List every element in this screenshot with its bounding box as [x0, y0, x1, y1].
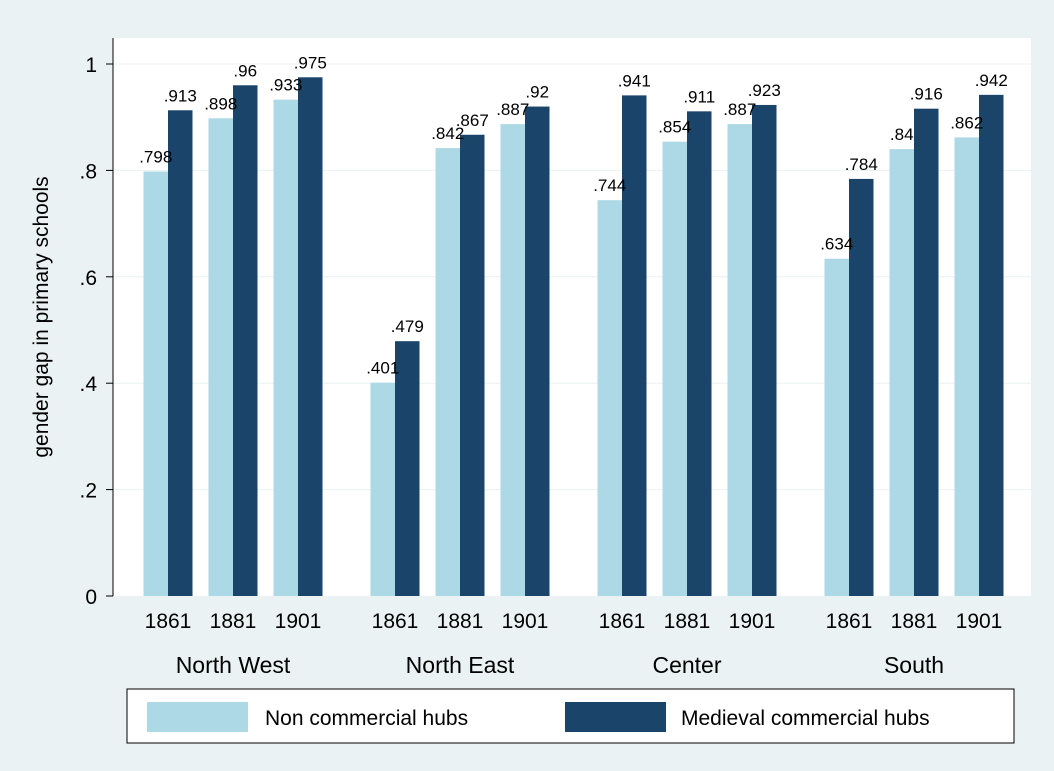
data-label: .867 [456, 111, 489, 130]
bar [979, 94, 1004, 596]
bar [622, 95, 647, 596]
bar [954, 137, 979, 596]
data-label: .479 [391, 317, 424, 336]
bar [824, 258, 849, 596]
x-tick-label: 1881 [210, 610, 257, 633]
group-label: North East [406, 652, 515, 678]
y-tick-label: .6 [79, 267, 97, 290]
data-label: .96 [233, 61, 257, 80]
x-tick-label: 1901 [729, 610, 776, 633]
bar [233, 85, 258, 596]
data-label: .634 [820, 235, 853, 254]
data-label: .913 [164, 86, 197, 105]
data-label: .401 [366, 359, 399, 378]
data-label: .923 [748, 81, 781, 100]
plot-area [113, 38, 1031, 596]
bar [914, 108, 939, 597]
bar [143, 171, 168, 597]
bar [662, 141, 687, 596]
x-tick-label: 1901 [956, 610, 1003, 633]
data-label: .744 [593, 176, 626, 195]
data-label: .842 [431, 124, 464, 143]
group-label: South [884, 652, 944, 678]
bar [208, 118, 233, 596]
data-label: .942 [975, 71, 1008, 90]
data-label: .854 [658, 118, 691, 137]
data-label: .92 [525, 83, 549, 102]
legend-swatch [147, 702, 248, 732]
x-tick-label: 1861 [145, 610, 192, 633]
data-label: .887 [723, 100, 756, 119]
bar [687, 111, 712, 597]
data-label: .975 [294, 53, 327, 72]
bar [889, 149, 914, 596]
y-tick-label: .2 [79, 480, 97, 503]
bar [370, 382, 395, 596]
bar [273, 99, 298, 597]
x-tick-label: 1901 [502, 610, 549, 633]
x-tick-label: 1861 [599, 610, 646, 633]
group-label: North West [176, 652, 291, 678]
data-label: .911 [683, 87, 715, 106]
legend-label: Non commercial hubs [265, 707, 468, 730]
legend-swatch [565, 702, 666, 732]
bar [597, 200, 622, 596]
bar [298, 77, 323, 597]
bar [849, 178, 874, 597]
x-tick-label: 1861 [372, 610, 419, 633]
data-label: .916 [910, 85, 943, 104]
data-label: .887 [496, 100, 529, 119]
x-tick-label: 1881 [664, 610, 711, 633]
data-label: .784 [845, 155, 878, 174]
bar [752, 104, 777, 597]
data-label: .84 [890, 125, 914, 144]
bar [435, 148, 460, 596]
y-axis-label: gender gap in primary schools [30, 176, 53, 457]
y-tick-label: 1 [85, 54, 97, 77]
bar [395, 341, 420, 596]
x-tick-label: 1901 [275, 610, 322, 633]
bar [500, 124, 525, 596]
bar [168, 110, 193, 596]
y-tick-label: 0 [85, 586, 97, 609]
data-label: .933 [269, 76, 302, 95]
x-tick-label: 1881 [891, 610, 938, 633]
data-label: .798 [139, 147, 172, 166]
y-tick-label: .4 [79, 373, 97, 396]
y-tick-label: .8 [79, 160, 97, 183]
bar [460, 134, 485, 597]
data-label: .862 [950, 113, 983, 132]
data-label: .898 [204, 94, 237, 113]
x-tick-label: 1881 [437, 610, 484, 633]
bar [525, 106, 550, 596]
legend: Non commercial hubs Medieval commercial h… [126, 688, 1015, 744]
legend-label: Medieval commercial hubs [681, 707, 930, 730]
group-label: Center [652, 652, 721, 678]
data-label: .941 [618, 71, 651, 90]
bar [727, 124, 752, 596]
x-tick-label: 1861 [826, 610, 873, 633]
